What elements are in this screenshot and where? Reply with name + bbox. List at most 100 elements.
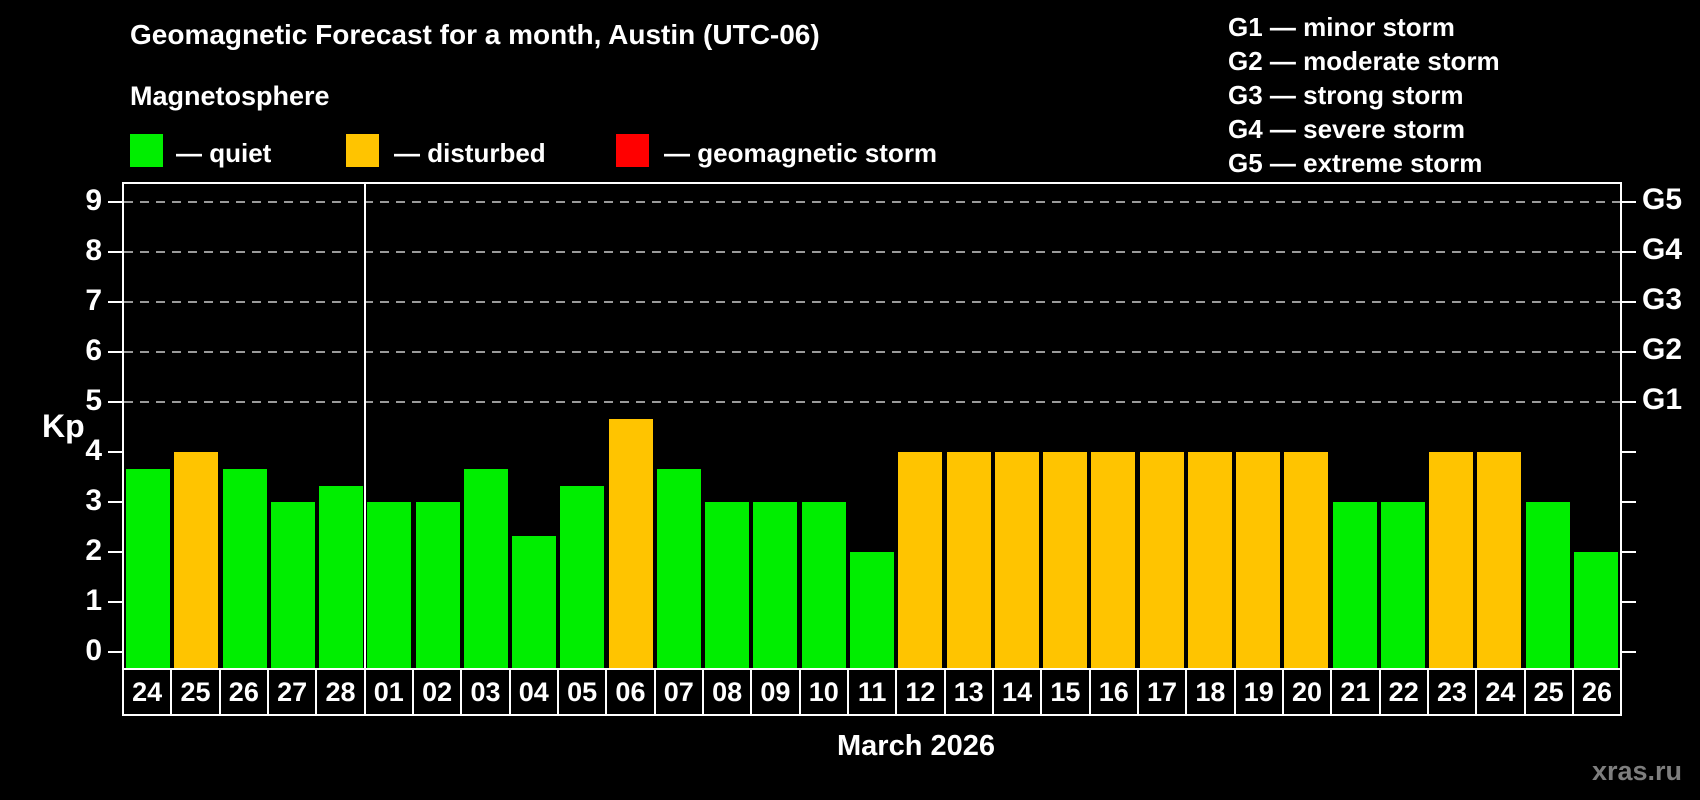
date-label-18: 18	[1185, 670, 1234, 714]
right-tick-5	[1622, 401, 1636, 403]
plot-area	[122, 182, 1622, 668]
kp-bar-20	[1284, 452, 1329, 668]
g-axis-label-g3: G3	[1642, 283, 1683, 316]
kp-bar-01	[367, 502, 412, 668]
date-label-17: 17	[1136, 670, 1186, 714]
y-tick-label-7: 7	[85, 284, 102, 317]
y-tick-label-8: 8	[85, 234, 102, 267]
kp-bar-17	[1139, 452, 1184, 668]
gridline-kp9	[124, 201, 1620, 203]
g-axis-label-g1: G1	[1642, 383, 1683, 416]
disturbed-legend-swatch	[346, 134, 379, 167]
date-label-10: 10	[798, 670, 847, 714]
date-label-19: 19	[1233, 670, 1282, 714]
kp-bar-04	[512, 535, 557, 668]
left-tick-7	[108, 301, 122, 303]
date-label-08: 08	[701, 670, 751, 714]
kp-bar-15	[1043, 452, 1088, 668]
y-tick-label-1: 1	[85, 584, 102, 617]
g-axis-label-g2: G2	[1642, 333, 1683, 366]
kp-bar-28	[319, 485, 364, 668]
quiet-legend-swatch	[130, 134, 163, 167]
date-label-25: 25	[170, 670, 219, 714]
left-tick-3	[108, 501, 122, 503]
g2-legend-line: G2 — moderate storm	[1228, 46, 1500, 76]
kp-bar-18	[1187, 452, 1232, 668]
kp-bar-24	[1477, 452, 1522, 668]
right-tick-0	[1622, 651, 1636, 653]
date-label-13: 13	[943, 670, 992, 714]
date-label-01: 01	[363, 670, 412, 714]
kp-bar-02	[415, 502, 460, 668]
kp-bar-25	[1525, 502, 1570, 668]
date-label-04: 04	[508, 670, 557, 714]
y-tick-label-2: 2	[85, 534, 102, 567]
date-label-09: 09	[750, 670, 799, 714]
month-separator-line	[364, 184, 367, 668]
date-label-25: 25	[1523, 670, 1572, 714]
date-label-24: 24	[1475, 670, 1524, 714]
date-label-22: 22	[1378, 670, 1427, 714]
left-tick-6	[108, 351, 122, 353]
storm-legend-swatch	[616, 134, 649, 167]
kp-bar-19	[1236, 452, 1281, 668]
date-label-15: 15	[1040, 670, 1089, 714]
kp-bar-09	[753, 502, 798, 668]
kp-bar-13	[946, 452, 991, 668]
date-label-05: 05	[556, 670, 606, 714]
y-axis-title: Kp	[42, 408, 85, 444]
g5-legend-line: G5 — extreme storm	[1228, 148, 1483, 178]
y-tick-label-6: 6	[85, 334, 102, 367]
right-tick-7	[1622, 301, 1636, 303]
kp-bar-16	[1091, 452, 1136, 668]
right-tick-1	[1622, 601, 1636, 603]
kp-bar-14	[994, 452, 1039, 668]
date-label-28: 28	[315, 670, 364, 714]
date-label-16: 16	[1088, 670, 1137, 714]
kp-bar-23	[1429, 452, 1474, 668]
right-tick-6	[1622, 351, 1636, 353]
kp-bar-22	[1380, 502, 1425, 668]
gridline-kp7	[124, 301, 1620, 303]
disturbed-legend-label: — disturbed	[394, 138, 546, 168]
kp-bar-06	[608, 418, 653, 668]
left-tick-2	[108, 551, 122, 553]
gridline-kp6	[124, 351, 1620, 353]
right-tick-8	[1622, 251, 1636, 253]
gridline-kp5	[124, 401, 1620, 403]
date-label-02: 02	[411, 670, 461, 714]
date-label-26: 26	[1571, 670, 1621, 714]
g1-legend-line: G1 — minor storm	[1228, 12, 1455, 42]
date-label-23: 23	[1426, 670, 1476, 714]
kp-bar-05	[560, 485, 605, 668]
g-axis-label-g4: G4	[1642, 233, 1683, 266]
kp-bar-10	[801, 502, 846, 668]
date-label-03: 03	[460, 670, 509, 714]
gridline-kp8	[124, 251, 1620, 253]
watermark: xras.ru	[1591, 756, 1682, 786]
kp-bar-24	[126, 468, 171, 668]
right-tick-2	[1622, 551, 1636, 553]
kp-bar-26	[222, 468, 267, 668]
date-label-21: 21	[1330, 670, 1379, 714]
date-label-11: 11	[846, 670, 896, 714]
date-label-06: 06	[605, 670, 654, 714]
kp-bar-03	[463, 468, 508, 668]
y-tick-label-5: 5	[85, 384, 102, 417]
kp-bar-11	[850, 552, 894, 668]
right-tick-4	[1622, 451, 1636, 453]
left-tick-9	[108, 201, 122, 203]
kp-bar-07	[656, 468, 701, 668]
g3-legend-line: G3 — strong storm	[1228, 80, 1464, 110]
g-scale-legend: G1 — minor storm G2 — moderate storm G3 …	[1228, 10, 1500, 180]
x-axis-title: March 2026	[837, 730, 995, 762]
left-tick-5	[108, 401, 122, 403]
date-label-27: 27	[266, 670, 316, 714]
kp-bar-25	[174, 452, 219, 668]
y-tick-label-0: 0	[85, 634, 102, 667]
date-label-07: 07	[653, 670, 702, 714]
g-axis-label-g5: G5	[1642, 183, 1683, 216]
magnetosphere-label: Magnetosphere	[130, 81, 330, 111]
storm-legend-label: — geomagnetic storm	[664, 138, 938, 168]
